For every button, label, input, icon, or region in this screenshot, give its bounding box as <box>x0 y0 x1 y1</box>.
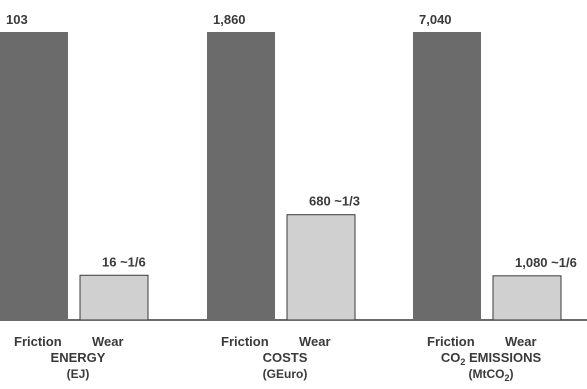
value-label-wear-energy: 16 ~1/6 <box>102 254 146 269</box>
value-label-friction-costs: 1,860 <box>213 12 246 27</box>
group-label-energy: ENERGY <box>51 350 106 365</box>
category-label-wear-co2-emissions: Wear <box>505 334 537 349</box>
category-label-friction-costs: Friction <box>221 334 269 349</box>
bar-friction-energy <box>0 32 68 320</box>
bar-wear-energy <box>79 274 149 321</box>
group-label-co2-emissions: CO2 EMISSIONS <box>441 350 542 367</box>
group-label-costs: COSTS <box>263 350 308 365</box>
category-label-wear-energy: Wear <box>92 334 124 349</box>
category-label-friction-energy: Friction <box>14 334 62 349</box>
chart-marks <box>0 32 587 321</box>
value-label-wear-co2-emissions: 1,080 ~1/6 <box>515 255 577 270</box>
unit-label-co2-emissions: (MtCO2) <box>468 367 513 383</box>
category-label-wear-costs: Wear <box>299 334 331 349</box>
category-label-friction-co2-emissions: Friction <box>427 334 475 349</box>
value-label-friction-energy: 103 <box>6 12 28 27</box>
bar-friction-costs <box>207 32 275 320</box>
unit-label-energy: (EJ) <box>67 367 90 381</box>
unit-label-costs: (GEuro) <box>263 367 308 381</box>
bar-wear-costs <box>286 214 356 321</box>
value-label-wear-costs: 680 ~1/3 <box>309 194 360 209</box>
bar-friction-co2-emissions <box>413 32 481 320</box>
value-label-friction-co2-emissions: 7,040 <box>419 12 452 27</box>
bar-wear-co2-emissions <box>492 275 562 321</box>
